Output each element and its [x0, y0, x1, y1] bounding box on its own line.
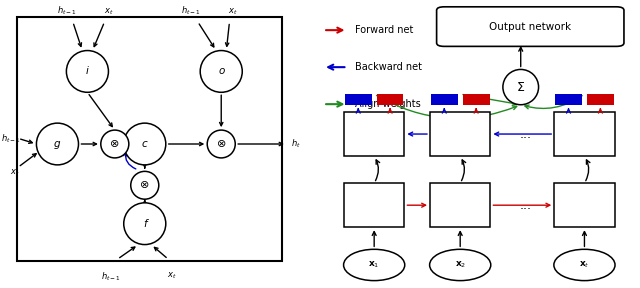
Text: o: o: [218, 67, 225, 76]
Text: $\mathbf{x}_2$: $\mathbf{x}_2$: [454, 260, 466, 270]
Text: Backward net: Backward net: [355, 62, 422, 72]
Bar: [345, 94, 372, 105]
Bar: [463, 94, 490, 105]
Text: c: c: [142, 139, 148, 149]
Ellipse shape: [100, 130, 129, 158]
Ellipse shape: [207, 130, 236, 158]
Ellipse shape: [131, 171, 159, 199]
Ellipse shape: [554, 249, 615, 281]
Text: Output network: Output network: [489, 22, 572, 32]
Bar: [587, 94, 614, 105]
Bar: [344, 183, 404, 227]
Text: ...: ...: [519, 199, 531, 212]
Text: $\mathbf{x}_t$: $\mathbf{x}_t$: [579, 260, 589, 270]
Text: f: f: [143, 219, 147, 229]
Text: $x_t$: $x_t$: [228, 7, 237, 17]
Text: ⊗: ⊗: [216, 139, 226, 149]
Text: ⊗: ⊗: [110, 139, 120, 149]
Text: $h_{t-1}$: $h_{t-1}$: [57, 5, 77, 17]
Bar: [554, 112, 614, 156]
Text: $h_{t-1}$: $h_{t-1}$: [181, 5, 201, 17]
Text: $x_t$: $x_t$: [167, 271, 177, 281]
Bar: [17, 17, 282, 261]
Bar: [344, 112, 404, 156]
Text: ⊗: ⊗: [140, 180, 150, 190]
Text: $h_{t-1}$: $h_{t-1}$: [1, 132, 21, 145]
Ellipse shape: [67, 51, 108, 92]
Text: ...: ...: [519, 128, 531, 141]
Text: $h_{t-1}$: $h_{t-1}$: [101, 271, 121, 283]
Ellipse shape: [429, 249, 491, 281]
Text: Σ: Σ: [516, 81, 525, 94]
Bar: [431, 94, 458, 105]
Text: $x_t$: $x_t$: [104, 7, 113, 17]
Bar: [554, 183, 614, 227]
Text: $h_t$: $h_t$: [291, 138, 301, 150]
Ellipse shape: [503, 69, 539, 105]
Ellipse shape: [124, 203, 166, 245]
Ellipse shape: [36, 123, 79, 165]
Bar: [430, 112, 490, 156]
Text: g: g: [54, 139, 61, 149]
Ellipse shape: [344, 249, 404, 281]
Ellipse shape: [124, 123, 166, 165]
Bar: [555, 94, 582, 105]
FancyBboxPatch shape: [436, 7, 624, 46]
Text: $\mathbf{x}_1$: $\mathbf{x}_1$: [369, 260, 380, 270]
Text: i: i: [86, 67, 89, 76]
Text: $x_t$: $x_t$: [10, 167, 19, 178]
Text: Forward net: Forward net: [355, 25, 413, 35]
Ellipse shape: [200, 51, 243, 92]
Bar: [377, 94, 403, 105]
Text: Align weights: Align weights: [355, 99, 420, 109]
Bar: [430, 183, 490, 227]
